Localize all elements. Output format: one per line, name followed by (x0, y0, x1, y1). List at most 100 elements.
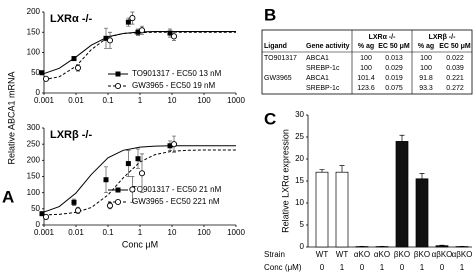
data-point (167, 30, 173, 36)
x-tick-label: αβKO (452, 250, 473, 259)
table-cell: 100 (420, 65, 432, 72)
legend-marker (114, 198, 122, 206)
data-point (170, 141, 178, 148)
concentration-label: 1 (380, 263, 385, 272)
table-cell: ABCA1 (306, 75, 329, 82)
panel-label: B (264, 5, 276, 24)
y-tick-label: 30 (295, 110, 304, 119)
data-point (103, 177, 109, 183)
error-bar (319, 169, 325, 173)
y-tick-label: 25 (295, 132, 304, 141)
data-point (42, 213, 50, 220)
data-point (135, 29, 141, 35)
x-tick-label: 0.01 (68, 228, 84, 237)
table-ligand: GW3965 (264, 75, 292, 82)
x-tick-label: 10 (168, 228, 177, 237)
concentration-label: 1 (420, 263, 425, 272)
y-tick-label: 300 (27, 123, 41, 132)
fit-curve (43, 145, 236, 213)
data-point (39, 211, 45, 217)
table-cell: SREBP-1c (306, 85, 340, 92)
table-cell: 100 (420, 55, 432, 62)
legend-label: GW3965 - EC50 19 nM (132, 81, 215, 90)
table-cell: SREBP-1c (306, 65, 340, 72)
x-axis-label: Conc μM (122, 239, 158, 249)
y-tick-label: 100 (27, 188, 41, 197)
data-point (125, 19, 131, 25)
row-label: Conc (μM) (264, 263, 302, 272)
x-tick-label: 10 (168, 96, 177, 105)
x-tick-label: βKO (394, 250, 410, 259)
x-tick-label: WT (336, 250, 349, 259)
legend-label: GW3965 - EC50 221 nM (132, 197, 220, 206)
table-cell: 0.029 (385, 65, 403, 72)
error-bar (399, 134, 405, 142)
concentration-label: 0 (320, 263, 325, 272)
bar (435, 245, 449, 248)
table-cell: 0.075 (385, 85, 403, 92)
y-tick-label: 20 (295, 154, 304, 163)
data-point (167, 143, 173, 149)
x-tick-label: 100 (197, 228, 211, 237)
table-cell: 101.4 (357, 75, 375, 82)
table-cell: 0.221 (446, 75, 464, 82)
x-tick-label: 100 (197, 96, 211, 105)
data-point (71, 56, 77, 62)
x-tick-label: 1000 (227, 228, 245, 237)
data-point (170, 33, 178, 40)
table-header: Gene activity (306, 43, 350, 50)
table-ligand: TO901317 (264, 55, 297, 62)
data-point (106, 202, 114, 209)
data-point (39, 70, 45, 76)
y-tick-label: 0 (36, 220, 41, 229)
table-cell: 0.019 (385, 75, 403, 82)
table-header: EC 50 μM (378, 43, 410, 50)
x-tick-label: 0.1 (102, 96, 114, 105)
x-tick-label: 0.01 (68, 96, 84, 105)
x-tick-label: αKO (354, 250, 370, 259)
error-bar (339, 165, 345, 173)
table-group-header: LXRα -/- (369, 34, 397, 41)
table-border (261, 29, 473, 95)
table-cell: 100 (360, 65, 372, 72)
y-tick-label: 200 (27, 155, 41, 164)
bar (315, 171, 329, 248)
bar (395, 141, 409, 248)
data-point (42, 75, 50, 82)
y-tick-label: 0 (36, 88, 41, 97)
data-point (125, 161, 131, 167)
data-point (129, 186, 136, 193)
plot-title: LXRα -/- (50, 13, 93, 25)
x-tick-label: 1 (138, 96, 143, 105)
y-tick-label: 15 (295, 176, 304, 185)
x-tick-label: WT (316, 250, 329, 259)
table-cell: 0.022 (446, 55, 464, 62)
table-cell: 123.6 (357, 85, 375, 92)
panel-label: A (2, 187, 14, 206)
table-cell: 0.039 (446, 65, 464, 72)
y-tick-label: 250 (27, 139, 41, 148)
legend-label: TO901317 - EC50 21 nM (132, 185, 222, 194)
row-label: Strain (264, 250, 285, 259)
y-tick-label: 150 (27, 172, 41, 181)
legend-marker (115, 71, 121, 77)
data-point (138, 27, 146, 34)
data-point (74, 207, 82, 214)
table-cell: ABCA1 (306, 55, 329, 62)
table-cell: 100 (360, 55, 372, 62)
table-header: % ag (358, 43, 374, 50)
legend-marker (115, 187, 121, 193)
fit-curve (43, 30, 236, 75)
x-tick-label: 0.001 (34, 96, 55, 105)
table-cell: 93.3 (419, 85, 433, 92)
bar (335, 171, 349, 248)
y-tick-label: 100 (27, 48, 41, 57)
x-tick-label: αβKO (432, 250, 453, 259)
concentration-label: 0 (360, 263, 365, 272)
bar (415, 178, 429, 248)
data-point (129, 15, 136, 22)
y-tick-label: 5 (300, 220, 305, 229)
table-cell: 0.272 (446, 85, 464, 92)
data-point (138, 170, 146, 177)
data-point (71, 199, 77, 205)
